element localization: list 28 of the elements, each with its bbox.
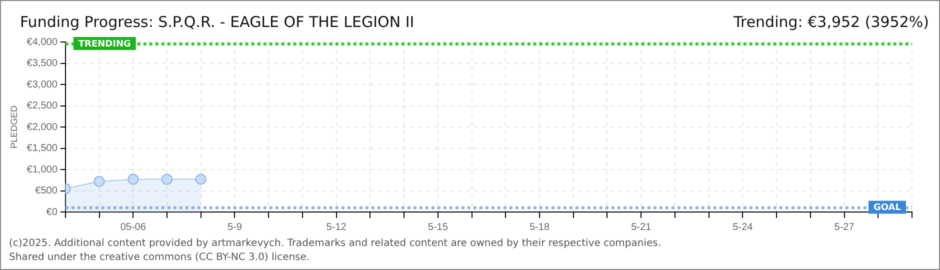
x-tick-label: 5-27 [834,222,855,233]
y-tick-label: €500 [35,186,58,196]
y-tick-label: €4,000 [26,36,58,48]
y-tick-label: €3,000 [26,79,58,90]
y-tick-label: €3,500 [26,58,58,69]
x-tick-label: 5-15 [428,222,448,233]
x-tick-label: 05-06 [120,222,146,233]
ref-line-label: TRENDING [78,39,131,50]
y-tick-label: €0 [46,206,58,218]
point [161,174,172,185]
ref-line-label: GOAL [874,203,902,214]
x-tick-label: 5-21 [631,222,652,233]
chart-title: Funding Progress: S.P.Q.R. - EAGLE OF THE LEGION II [20,13,414,31]
text: Shared under the creative commons (CC BY-NC 3.0) license. [9,251,311,265]
x-tick-label: 5-24 [732,222,754,233]
y-tick-label: €2,000 [26,122,58,133]
point [128,174,139,185]
text: (c)2025. Additional content provided by artmarkevych. Trademarks and related content are owned by their respective companies. [9,237,662,251]
y-tick-label: €1,500 [26,143,58,154]
chart-subtitle: Trending: €3,952 (3952%) [734,13,929,31]
point [195,174,206,185]
y-tick-label: €2,500 [26,100,58,112]
point [94,176,105,187]
x-tick-label: 5-12 [326,222,347,233]
x-tick-label: 5-9 [227,222,242,233]
y-axis-title: PLEDGED [8,104,19,149]
x-tick-label: 5-18 [529,222,550,233]
y-tick-label: €1,000 [26,164,58,176]
